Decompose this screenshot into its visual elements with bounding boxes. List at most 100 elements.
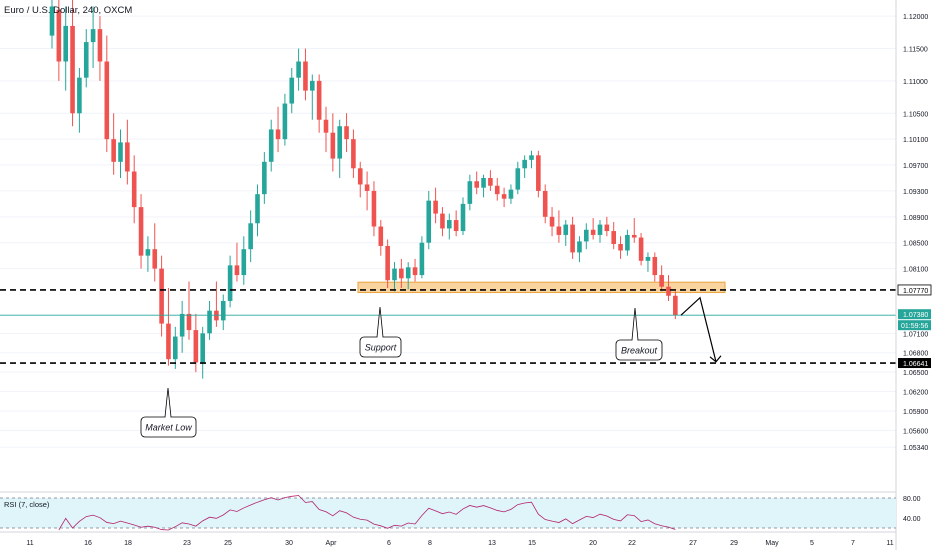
candle [159, 255, 164, 337]
time-tick-label: 15 [528, 540, 536, 547]
candle-body [186, 313, 192, 331]
price-tick-label: 1.06200 [903, 390, 928, 397]
candle-body [625, 234, 630, 251]
candle-body [659, 275, 664, 287]
candle-body [282, 103, 288, 140]
candle [296, 48, 301, 91]
candle-body [577, 241, 582, 253]
candle-body [152, 249, 158, 269]
time-tick-label: 23 [183, 540, 191, 547]
candle [433, 187, 438, 224]
candle-body [570, 224, 575, 253]
price-tick-label: 1.11000 [903, 79, 928, 86]
candle [125, 119, 130, 185]
candle [611, 221, 616, 250]
candle [631, 218, 637, 243]
candle-body [83, 42, 89, 78]
support-callout-label: Support [365, 343, 397, 353]
candle-body [125, 142, 130, 172]
candle [323, 106, 329, 153]
candle [303, 48, 308, 101]
price-tick-label: 1.05900 [903, 409, 928, 416]
candle [316, 74, 322, 133]
time-tick-label: 29 [730, 540, 738, 547]
candle-body [440, 213, 445, 229]
candle-body [385, 245, 390, 281]
candle [529, 150, 534, 169]
candle [426, 190, 432, 250]
price-tick-label: 1.09700 [903, 163, 928, 170]
candle-body [330, 132, 336, 159]
rsi-band [0, 498, 896, 528]
candle [481, 174, 486, 198]
symbol-label: Euro / U.S. Dollar, 240, OXCM [4, 5, 133, 16]
candle-body [549, 216, 555, 227]
candle [494, 177, 500, 201]
candle-body [419, 242, 425, 276]
candle [659, 265, 664, 292]
candle-body [310, 80, 315, 91]
candle [556, 210, 562, 243]
candle [618, 236, 623, 259]
candle [262, 152, 267, 204]
candle [77, 67, 82, 133]
price-tick-label: 1.06800 [903, 351, 928, 358]
candle-body [412, 267, 418, 276]
projection-path [680, 296, 717, 362]
candle-body [337, 126, 342, 159]
candle [289, 67, 295, 114]
breakout-callout-pointer [631, 307, 639, 341]
candle [385, 239, 390, 289]
candle-body [611, 231, 616, 245]
candle-body [536, 155, 541, 191]
candle-body [357, 168, 363, 185]
price-tick-label: 1.09300 [903, 189, 928, 196]
projection-arrowhead [709, 355, 722, 363]
market-low-callout: Market Low [140, 387, 197, 438]
candle [145, 236, 151, 272]
candle-body [316, 80, 322, 120]
candle-body [131, 171, 137, 208]
candle [56, 0, 62, 81]
time-tick-label: 8 [428, 540, 432, 547]
time-tick-label: 20 [589, 540, 597, 547]
candle [467, 174, 473, 211]
candle-body [289, 77, 295, 104]
candle [597, 220, 603, 243]
candle-body [234, 265, 240, 276]
support-callout: Support [359, 306, 402, 358]
candle [673, 291, 678, 320]
candle [460, 197, 466, 235]
candle-body [159, 268, 164, 324]
candle [166, 288, 171, 366]
candle [330, 113, 336, 172]
candle [200, 326, 205, 379]
rsi-tick-label: 80.00 [903, 496, 921, 503]
price-tick-label: 1.10500 [903, 111, 928, 118]
candle-body [255, 194, 260, 224]
time-tick-label: 7 [851, 540, 855, 547]
candle [638, 233, 644, 266]
candle-body [220, 300, 226, 321]
rsi-label: RSI (7, close) [4, 500, 50, 509]
candle [364, 171, 370, 211]
candle [337, 119, 342, 178]
time-tick-label: 11 [886, 540, 893, 547]
breakout-callout: Breakout [615, 307, 663, 361]
candle-body [111, 139, 116, 162]
resistance-price-label: 1.07770 [903, 288, 928, 295]
candle-body [323, 119, 329, 133]
candle [186, 281, 192, 340]
candle [405, 262, 411, 290]
support-callout-pointer [376, 306, 384, 338]
candle-body [90, 29, 96, 43]
candle-body [515, 168, 521, 190]
candle [392, 262, 397, 292]
market-low-callout-label: Market Low [145, 423, 192, 433]
candle-body [467, 181, 473, 204]
candle [549, 207, 555, 237]
candle [590, 218, 596, 240]
candle [563, 220, 569, 246]
candle-body [584, 229, 589, 242]
candle [488, 170, 493, 191]
